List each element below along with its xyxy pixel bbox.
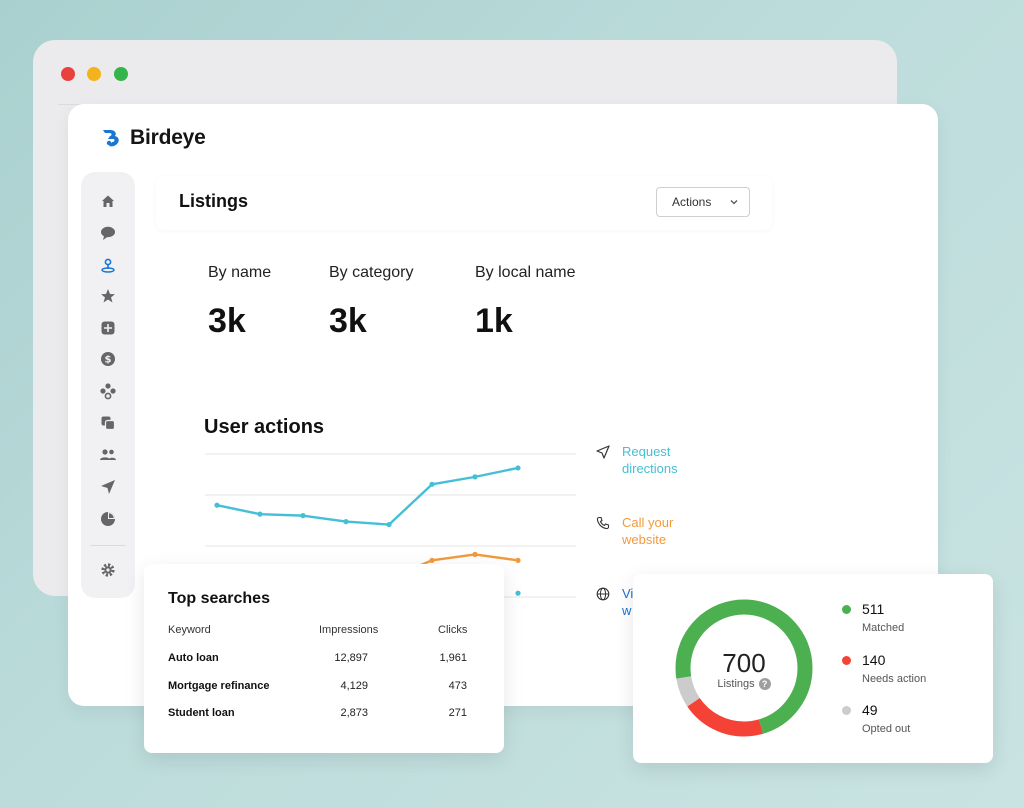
needs-action-label: Needs action	[862, 673, 927, 685]
stat-label-by-name: By name	[208, 264, 272, 281]
legend-visit-website[interactable]: Vi w	[596, 585, 633, 619]
sidebar-item-campaigns[interactable]	[98, 413, 118, 433]
user-actions-chart	[205, 453, 576, 598]
actions-label: Actions	[672, 195, 712, 209]
legend-call-website[interactable]: Call your website	[596, 514, 673, 548]
data-point	[386, 521, 392, 528]
maximize-window-button[interactable]	[114, 67, 128, 81]
table-row-keyword[interactable]: Auto loan	[168, 652, 219, 664]
sidebar-item-integrations[interactable]	[98, 381, 118, 401]
data-point	[515, 557, 521, 563]
sidebar-item-surveys[interactable]	[98, 477, 118, 497]
sidebar-item-contacts[interactable]	[98, 445, 118, 465]
donut-slice	[675, 599, 813, 737]
stat-label-by-category: By category	[329, 264, 414, 281]
svg-text:$: $	[105, 355, 112, 366]
listing-status-donut	[675, 599, 813, 737]
phone-icon	[596, 516, 610, 530]
data-point	[472, 551, 478, 557]
minimize-window-button[interactable]	[87, 67, 101, 81]
matched-count: 511	[862, 601, 885, 617]
star-icon	[101, 289, 115, 303]
help-icon[interactable]: ?	[758, 678, 771, 690]
table-row-clicks: 1,961	[439, 652, 467, 664]
table-row-impressions: 12,897	[334, 652, 368, 664]
table-row-keyword[interactable]: Student loan	[168, 707, 235, 719]
column-header-impressions: Impressions	[319, 624, 379, 636]
column-header-clicks: Clicks	[438, 624, 468, 636]
table-row-clicks: 271	[448, 707, 467, 719]
listing-status-card	[633, 574, 993, 763]
data-point	[515, 465, 521, 471]
gear-icon	[101, 563, 115, 577]
matched-label: Matched	[862, 622, 905, 634]
users-icon	[100, 449, 116, 460]
sidebar-item-payments[interactable]: $	[98, 349, 118, 369]
sidebar-item-reports[interactable]	[98, 509, 118, 529]
actions-dropdown[interactable]: Actions	[656, 187, 750, 217]
pie-chart-icon	[101, 512, 115, 526]
donut-total: 700	[722, 648, 766, 678]
user-actions-title: User actions	[204, 416, 325, 438]
copy-icon	[101, 416, 116, 431]
data-point	[472, 474, 478, 480]
legend-label: Request directions	[622, 444, 678, 476]
legend-request-directions[interactable]: Request directions	[596, 443, 678, 477]
data-point	[429, 481, 435, 487]
app-name: Birdeye	[130, 126, 206, 149]
data-point	[343, 519, 349, 525]
dollar-icon: $	[101, 352, 115, 366]
donut-slice	[675, 599, 813, 737]
stat-value-by-name: 3k	[208, 302, 246, 340]
data-point	[515, 590, 521, 596]
table-row-impressions: 2,873	[340, 707, 368, 719]
integrations-icon	[100, 383, 116, 400]
matched-dot	[842, 605, 851, 614]
app-logo[interactable]: Birdeye	[100, 126, 206, 150]
series-line	[215, 466, 520, 526]
chat-icon	[101, 226, 115, 240]
stat-label-by-local-name: By local name	[475, 264, 576, 281]
data-point	[214, 502, 220, 508]
opted-out-label: Opted out	[862, 723, 911, 735]
stat-value-by-local-name: 1k	[475, 302, 513, 340]
opted-out-count: 49	[862, 702, 878, 718]
legend-label: Call your website	[622, 515, 674, 547]
birdeye-logo-icon	[103, 130, 119, 147]
sidebar-item-messages[interactable]	[98, 223, 118, 243]
table-row-impressions: 4,129	[340, 680, 368, 692]
needs-action-count: 140	[862, 652, 886, 668]
location-pin-icon	[101, 258, 115, 273]
needs-action-dot	[842, 656, 851, 665]
donut-total-label: Listings	[717, 678, 755, 690]
sidebar-item-settings[interactable]	[98, 560, 118, 580]
chevron-down-icon	[730, 200, 738, 205]
data-point	[300, 513, 306, 519]
table-row-keyword[interactable]: Mortgage refinance	[168, 680, 270, 692]
legend-label: Vi w	[622, 586, 634, 618]
sidebar-divider	[90, 545, 126, 546]
sidebar-item-reviews[interactable]	[98, 286, 118, 306]
opted-out-dot	[842, 706, 851, 715]
data-point	[429, 557, 435, 563]
sidebar-item-listings[interactable]	[98, 255, 118, 275]
globe-icon	[596, 587, 610, 601]
top-searches-title: Top searches	[168, 590, 270, 607]
data-point	[257, 511, 263, 517]
donut-total-label-row: Listings ?	[674, 678, 814, 690]
sidebar-item-home[interactable]	[98, 191, 118, 211]
close-window-button[interactable]	[61, 67, 75, 81]
navigation-icon	[596, 445, 610, 459]
grid-icon	[101, 321, 115, 335]
sidebar-item-apps[interactable]	[98, 318, 118, 338]
page-title: Listings	[179, 191, 249, 211]
table-row-clicks: 473	[448, 680, 467, 692]
home-icon	[102, 195, 114, 207]
top-searches-card	[144, 564, 504, 753]
stat-value-by-category: 3k	[329, 302, 367, 340]
send-icon	[101, 480, 115, 494]
column-header-keyword: Keyword	[168, 624, 211, 636]
